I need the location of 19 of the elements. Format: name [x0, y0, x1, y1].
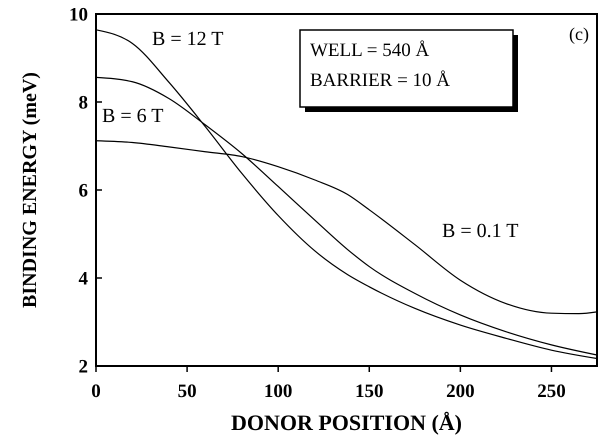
y-tick-label: 4: [78, 268, 88, 290]
x-tick-label: 0: [91, 381, 101, 402]
annotation: B = 12 T: [152, 28, 224, 50]
x-tick-label: 200: [446, 381, 475, 402]
annotation: (c): [569, 24, 589, 44]
y-tick-label: 2: [78, 356, 88, 378]
y-tick-label: 10: [69, 4, 88, 26]
annotation: BARRIER = 10 Å: [310, 70, 450, 91]
y-axis-title: BINDING ENERGY (meV): [19, 72, 41, 308]
y-tick-label: 8: [78, 92, 88, 114]
annotation: B = 6 T: [102, 105, 164, 127]
x-tick-label: 150: [355, 381, 384, 402]
annotation: WELL = 540 Å: [310, 40, 430, 61]
x-tick-label: 50: [178, 381, 197, 402]
annotation: B = 0.1 T: [442, 220, 518, 242]
x-tick-label: 250: [537, 381, 566, 402]
x-tick-label: 100: [264, 381, 292, 402]
x-axis-title: DONOR POSITION (Å): [230, 410, 462, 435]
y-tick-label: 6: [78, 180, 88, 202]
